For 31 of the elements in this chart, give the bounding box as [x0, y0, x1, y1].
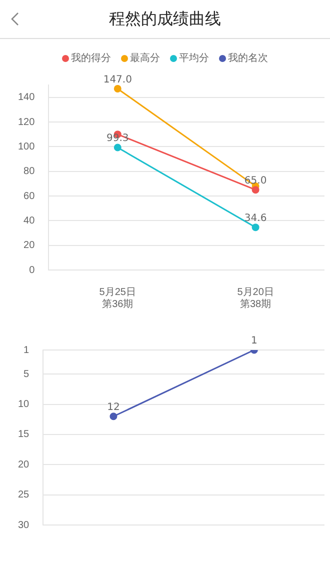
- y-tick-label: 30: [18, 520, 30, 531]
- y-tick-label: 15: [18, 429, 30, 440]
- x-tick-label: 5月25日第36期: [99, 286, 136, 310]
- y-tick-label: 100: [18, 141, 36, 152]
- y-tick-label: 10: [18, 399, 30, 410]
- y-tick-label: 5: [24, 368, 30, 380]
- legend-label: 我的得分: [71, 52, 111, 65]
- data-label: 12: [107, 402, 120, 413]
- data-label: 99.3: [106, 133, 129, 144]
- x-tick-label: 5月20日第38期: [237, 286, 274, 310]
- y-tick-label: 60: [24, 190, 36, 202]
- data-label: 1: [250, 336, 258, 347]
- y-tick-label: 20: [18, 459, 30, 470]
- data-label: 147.0: [103, 74, 132, 86]
- legend-label: 我的名次: [228, 52, 268, 65]
- y-tick-label: 80: [24, 166, 36, 178]
- y-tick-label: 0: [29, 264, 36, 276]
- point: [252, 224, 260, 232]
- point: [252, 186, 260, 194]
- point: [114, 144, 122, 152]
- chart-title: 程然的成绩曲线: [109, 9, 221, 28]
- y-tick-label: 120: [18, 116, 36, 128]
- legend-label: 最高分: [130, 52, 160, 65]
- y-tick-label: 1: [24, 344, 30, 356]
- y-tick-label: 40: [24, 215, 36, 226]
- y-tick-label: 20: [24, 240, 36, 252]
- legend-label: 平均分: [179, 52, 209, 65]
- y-tick-label: 25: [18, 490, 30, 501]
- point: [114, 85, 122, 92]
- data-label: 34.6: [244, 212, 267, 224]
- y-tick-label: 140: [18, 92, 36, 104]
